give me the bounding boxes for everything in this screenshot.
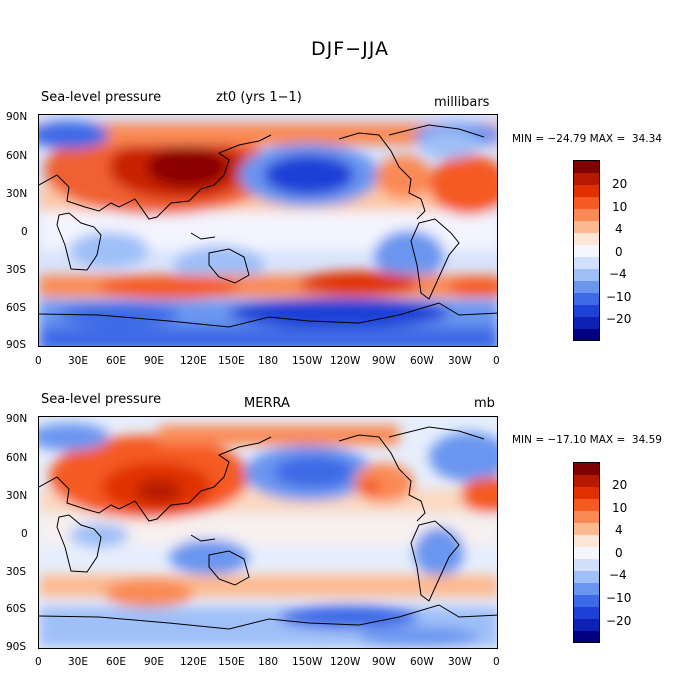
lat-label: 60N xyxy=(6,150,28,162)
colorbar-label: 20 xyxy=(612,177,628,191)
lon-label: 0 xyxy=(35,355,42,367)
lon-label: 60E xyxy=(106,355,126,367)
colorbar-label: 10 xyxy=(612,200,628,214)
lon-label: 120W xyxy=(330,355,361,367)
panel-units: millibars xyxy=(434,95,490,110)
panel-variable-title: Sea-level pressure xyxy=(41,90,162,105)
lon-label: 90E xyxy=(144,355,164,367)
colorbar-label: 4 xyxy=(615,222,623,236)
colorbar-label: −4 xyxy=(609,568,627,582)
lon-label: 30E xyxy=(68,355,88,367)
panel-run-title: MERRA xyxy=(244,396,290,411)
lat-label: 0 xyxy=(21,226,28,238)
lon-label: 180 xyxy=(258,355,279,367)
lat-label: 90N xyxy=(6,111,28,123)
colorbar-label: −20 xyxy=(606,614,632,628)
map-panel-top xyxy=(38,114,498,347)
lon-label: 120W xyxy=(330,656,361,668)
lon-label: 150E xyxy=(218,355,245,367)
colorbar-label: 0 xyxy=(615,546,623,560)
lon-label: 120E xyxy=(180,656,207,668)
lat-label: 30N xyxy=(6,188,28,200)
lat-label: 90S xyxy=(6,641,27,653)
colorbar-label: −10 xyxy=(606,290,632,304)
lon-label: 120E xyxy=(180,355,207,367)
lat-label: 30N xyxy=(6,490,28,502)
lat-label: 0 xyxy=(21,528,28,540)
lon-label: 90W xyxy=(372,656,396,668)
lat-label: 90S xyxy=(6,339,27,351)
lon-label: 150E xyxy=(218,656,245,668)
lon-label: 0 xyxy=(35,656,42,668)
min-max-stats: MIN = −24.79 MAX = 34.34 xyxy=(512,133,662,145)
lat-label: 30S xyxy=(6,566,27,578)
panel-variable-title: Sea-level pressure xyxy=(41,392,162,407)
lon-label: 150W xyxy=(292,355,323,367)
lon-label: 90E xyxy=(144,656,164,668)
lon-label: 60W xyxy=(410,656,434,668)
panel-units: mb xyxy=(474,396,495,411)
lat-label: 30S xyxy=(6,264,27,276)
lon-label: 60E xyxy=(106,656,126,668)
colorbar xyxy=(573,462,600,643)
lon-label: 0 xyxy=(493,656,500,668)
colorbar-label: −4 xyxy=(609,267,627,281)
figure-title: DJF−JJA xyxy=(311,38,389,60)
lon-label: 30W xyxy=(448,355,472,367)
panel-run-title: zt0 (yrs 1−1) xyxy=(216,90,302,105)
colorbar xyxy=(573,160,600,341)
colorbar-label: 20 xyxy=(612,478,628,492)
lat-label: 60S xyxy=(6,603,27,615)
lat-label: 60S xyxy=(6,302,27,314)
lon-label: 150W xyxy=(292,656,323,668)
colorbar-label: 10 xyxy=(612,501,628,515)
map-panel-bottom xyxy=(38,416,498,649)
lon-label: 180 xyxy=(258,656,279,668)
slp-difference-map xyxy=(39,417,497,648)
colorbar-label: 0 xyxy=(615,245,623,259)
colorbar-label: −10 xyxy=(606,591,632,605)
slp-difference-map xyxy=(39,115,497,346)
lat-label: 90N xyxy=(6,413,28,425)
min-max-stats: MIN = −17.10 MAX = 34.59 xyxy=(512,434,662,446)
lon-label: 30E xyxy=(68,656,88,668)
lon-label: 0 xyxy=(493,355,500,367)
lon-label: 90W xyxy=(372,355,396,367)
lat-label: 60N xyxy=(6,452,28,464)
lon-label: 30W xyxy=(448,656,472,668)
colorbar-label: −20 xyxy=(606,312,632,326)
lon-label: 60W xyxy=(410,355,434,367)
colorbar-label: 4 xyxy=(615,523,623,537)
